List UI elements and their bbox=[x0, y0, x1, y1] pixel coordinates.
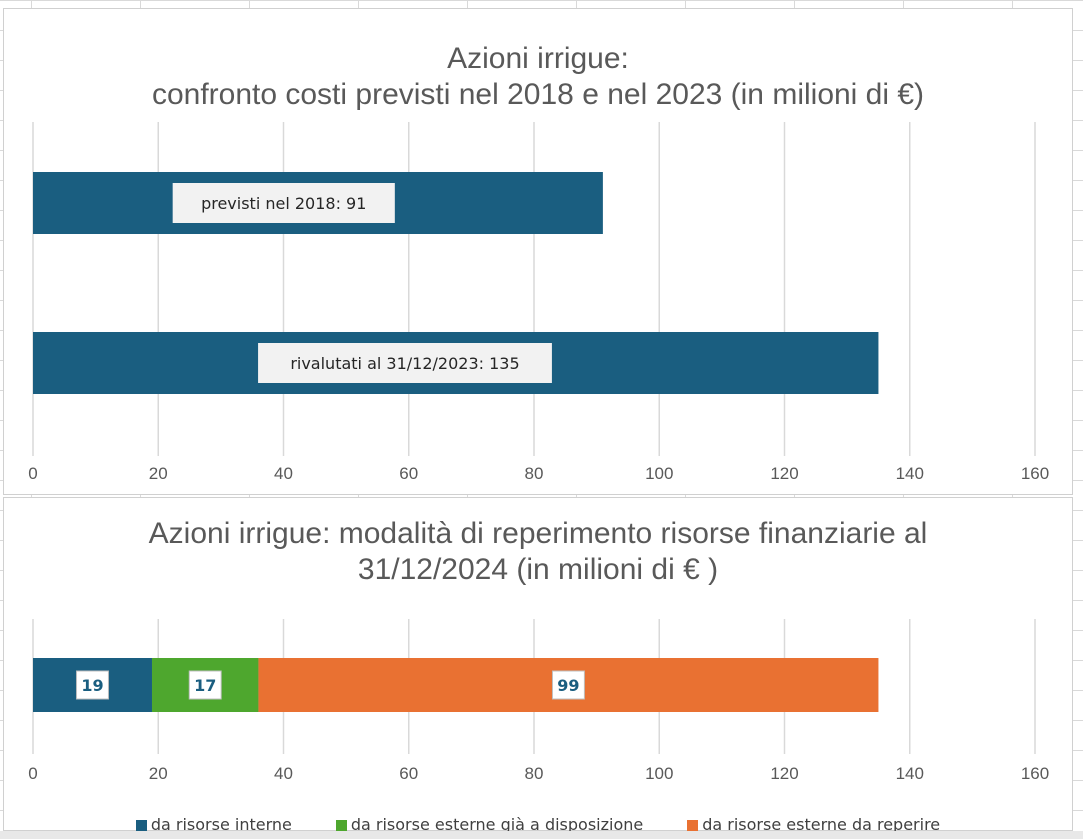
legend-item-external-to-find: da risorse esterne da reperire bbox=[687, 814, 940, 836]
chart2-x-tick-label-160: 160 bbox=[1021, 764, 1049, 783]
chart-funding-sources[interactable]: Azioni irrigue: modalità di reperimento … bbox=[3, 497, 1073, 834]
chart1-title-line2: confronto costi previsti nel 2018 e nel … bbox=[151, 78, 925, 111]
chart2-data-label-box-1 bbox=[188, 670, 222, 700]
chart2-title-line2: 31/12/2024 (in milioni di € ) bbox=[357, 553, 719, 586]
chart1-data-label-box-0 bbox=[172, 183, 395, 223]
chart2-x-tick-label-20: 20 bbox=[149, 764, 168, 783]
chart1-x-tick-label-120: 120 bbox=[770, 464, 798, 483]
legend-swatch-internal bbox=[135, 819, 147, 831]
chart2-x-tick-label-100: 100 bbox=[645, 764, 673, 783]
chart1-data-label-1: rivalutati al 31/12/2023: 135 bbox=[290, 354, 519, 373]
chart2-data-label-box-2 bbox=[551, 670, 585, 700]
legend-swatch-external-to-find bbox=[687, 819, 699, 831]
chart2-plot-area: 0 20 40 60 80 100 120 140 160 19 17 99 bbox=[28, 619, 1049, 783]
chart1-title: Azioni irrigue: confronto costi previsti… bbox=[4, 41, 1072, 113]
chart1-title-line1: Azioni irrigue: bbox=[447, 42, 629, 75]
chart1-data-label-0: previsti nel 2018: 91 bbox=[201, 194, 366, 213]
chart1-x-tick-label-160: 160 bbox=[1021, 464, 1049, 483]
chart2-x-tick-label-0: 0 bbox=[28, 764, 37, 783]
chart2-data-label-box-0 bbox=[76, 670, 109, 700]
chart2-x-tick-label-120: 120 bbox=[770, 764, 798, 783]
legend-item-external-available: da risorse esterne già a disposizione bbox=[335, 814, 644, 836]
chart1-x-tick-label-80: 80 bbox=[525, 464, 544, 483]
chart1-x-tick-label-40: 40 bbox=[274, 464, 293, 483]
chart2-x-tick-label-140: 140 bbox=[896, 764, 924, 783]
chart1-x-tick-label-100: 100 bbox=[645, 464, 673, 483]
chart-costs-comparison[interactable]: Azioni irrigue: confronto costi previsti… bbox=[3, 8, 1073, 495]
legend-swatch-external-available bbox=[335, 819, 347, 831]
chart2-data-label-0: 19 bbox=[81, 676, 103, 695]
chart2-x-tick-label-80: 80 bbox=[525, 764, 544, 783]
chart1-x-tick-label-20: 20 bbox=[149, 464, 168, 483]
legend-item-internal: da risorse interne bbox=[135, 814, 292, 836]
sheet-bottom-strip bbox=[0, 831, 1083, 839]
chart2-x-tick-label-60: 60 bbox=[399, 764, 418, 783]
chart2-legend: da risorse interne da risorse esterne gi… bbox=[4, 814, 1072, 836]
chart2-data-label-2: 99 bbox=[557, 676, 579, 695]
chart2-data-label-1: 17 bbox=[194, 676, 216, 695]
chart1-x-tick-label-140: 140 bbox=[896, 464, 924, 483]
legend-label-external-available: da risorse esterne già a disposizione bbox=[350, 815, 644, 834]
chart1-data-label-box-1 bbox=[258, 343, 552, 383]
legend-label-internal: da risorse interne bbox=[150, 815, 292, 834]
chart2-title-line1: Azioni irrigue: modalità di reperimento … bbox=[148, 517, 928, 550]
chart2-x-tick-label-40: 40 bbox=[274, 764, 293, 783]
chart1-x-tick-label-60: 60 bbox=[399, 464, 418, 483]
chart1-plot-area: 0 20 40 60 80 100 120 140 160 previsti nel 2018: … bbox=[28, 122, 1049, 483]
chart1-x-tick-label-0: 0 bbox=[28, 464, 37, 483]
chart2-title: Azioni irrigue: modalità di reperimento … bbox=[4, 516, 1072, 588]
legend-label-external-to-find: da risorse esterne da reperire bbox=[702, 815, 941, 834]
